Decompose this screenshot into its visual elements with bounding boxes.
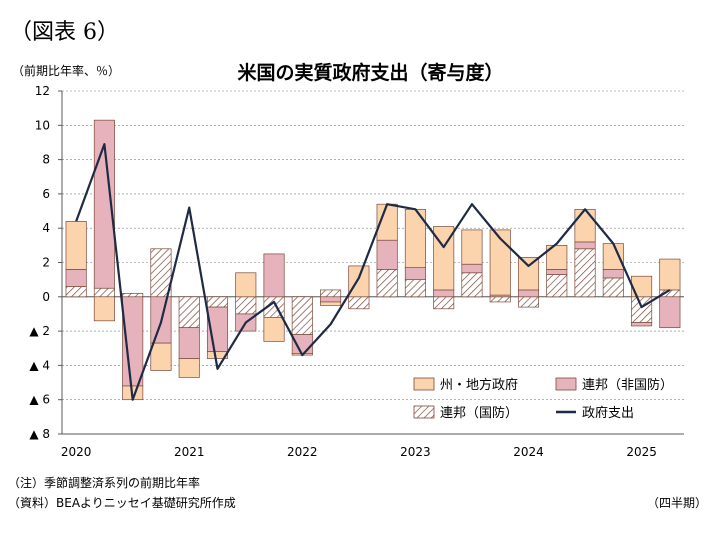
bar-federal-nondefense	[93, 119, 115, 289]
bar-federal-nondefense	[404, 267, 426, 280]
bar-state-local	[659, 258, 681, 291]
y-tick-label: 4	[42, 221, 50, 235]
legend-swatch-state-local	[413, 377, 435, 391]
bar-federal-defense	[93, 287, 115, 298]
legend-label-federal-defense: 連邦（国防）	[440, 405, 518, 421]
bar-federal-defense	[178, 296, 200, 329]
bar-state-local	[574, 208, 596, 243]
bar-state-local	[235, 272, 257, 298]
bar-state-local	[517, 257, 540, 291]
bar-federal-nondefense	[461, 263, 483, 274]
bar-federal-nondefense	[433, 289, 455, 298]
bar-state-local	[320, 301, 342, 306]
bar-state-local	[348, 265, 370, 298]
bar-federal-defense	[461, 272, 483, 298]
bar-state-local	[65, 220, 87, 270]
y-tick-label: ▲ 6	[29, 393, 50, 407]
bar-state-local	[602, 243, 624, 270]
y-tick-label: ▲ 2	[29, 324, 50, 338]
line-total-government	[75, 143, 671, 401]
legend: 州・地方政府 連邦（非国防） 連邦（国防） 政府支出	[413, 377, 673, 421]
bar-federal-defense	[65, 286, 87, 298]
chart-title: 米国の実質政府支出（寄与度）	[237, 62, 504, 84]
bar-federal-defense	[631, 296, 653, 323]
bar-federal-defense	[517, 296, 540, 308]
bar-federal-nondefense	[517, 289, 540, 298]
bar-state-local	[93, 296, 115, 322]
bar-state-local	[433, 226, 455, 291]
y-tick-label: ▲ 8	[29, 427, 50, 441]
bar-federal-defense	[206, 296, 229, 308]
bar-state-local	[461, 229, 483, 265]
x-tick-label: 2023	[400, 445, 431, 459]
bar-federal-nondefense	[178, 327, 200, 359]
bar-federal-defense	[489, 296, 511, 303]
bar-state-local	[263, 317, 285, 342]
bar-federal-defense	[602, 277, 624, 298]
legend-label-state-local: 州・地方政府	[440, 377, 518, 393]
bar-federal-nondefense	[631, 322, 653, 327]
bar-federal-nondefense	[546, 269, 568, 275]
bar-federal-nondefense	[602, 269, 624, 279]
bar-federal-defense	[291, 296, 313, 335]
y-tick-label: ▲ 4	[29, 358, 50, 372]
bar-state-local	[546, 245, 568, 270]
bar-federal-nondefense	[376, 239, 398, 270]
bar-federal-nondefense	[65, 269, 87, 287]
bar-state-local	[489, 229, 511, 296]
legend-swatch-federal-defense	[413, 405, 435, 419]
y-tick-label: 2	[42, 256, 50, 270]
bar-federal-nondefense	[320, 296, 342, 303]
y-tick-label: 10	[35, 118, 50, 132]
x-tick-label: 2025	[626, 445, 657, 459]
bar-state-local	[206, 351, 229, 359]
note-seasonal-adjustment: （注）季節調整済系列の前期比年率	[8, 476, 201, 490]
bar-federal-defense	[348, 296, 370, 310]
x-tick-label: 2020	[61, 445, 92, 459]
y-tick-label: 12	[35, 84, 50, 98]
bar-federal-nondefense	[574, 241, 596, 250]
bar-federal-defense	[546, 274, 568, 298]
bar-federal-defense	[574, 248, 596, 298]
bar-federal-nondefense	[659, 296, 681, 329]
y-tick-labels: 12 10 8 6 4 2 0 ▲ 2 ▲ 4 ▲ 6 ▲ 8	[29, 84, 50, 441]
y-tick-label: 0	[42, 290, 50, 304]
legend-swatch-federal-nondefense	[555, 377, 577, 391]
legend-label-federal-nondefense: 連邦（非国防）	[582, 377, 673, 393]
bars	[65, 119, 681, 401]
y-tick-label: 8	[42, 153, 50, 167]
x-tick-label: 2024	[513, 445, 544, 459]
bar-federal-defense	[320, 289, 342, 298]
y-axis-unit-label: （前期比年率、％）	[12, 64, 121, 78]
note-source: （資料）BEAよりニッセイ基礎研究所作成	[8, 496, 236, 510]
bar-federal-nondefense	[263, 253, 285, 298]
y-tick-label: 6	[42, 187, 50, 201]
bar-federal-defense	[404, 279, 426, 298]
total-line	[75, 143, 671, 401]
x-tick-label: 2021	[174, 445, 205, 459]
bar-federal-defense	[433, 296, 455, 310]
bar-state-local	[150, 342, 172, 371]
x-axis-period-label: （四半期）	[646, 496, 707, 510]
bar-state-local	[178, 358, 200, 378]
bar-federal-defense	[376, 269, 398, 298]
x-tick-label: 2022	[287, 445, 318, 459]
bar-federal-defense	[235, 296, 257, 315]
x-tick-labels: 2020 2021 2022 2023 2024 2025	[61, 445, 657, 459]
bar-federal-defense	[122, 293, 144, 298]
figure-label: （図表 6）	[10, 20, 119, 45]
legend-label-total: 政府支出	[582, 406, 634, 421]
